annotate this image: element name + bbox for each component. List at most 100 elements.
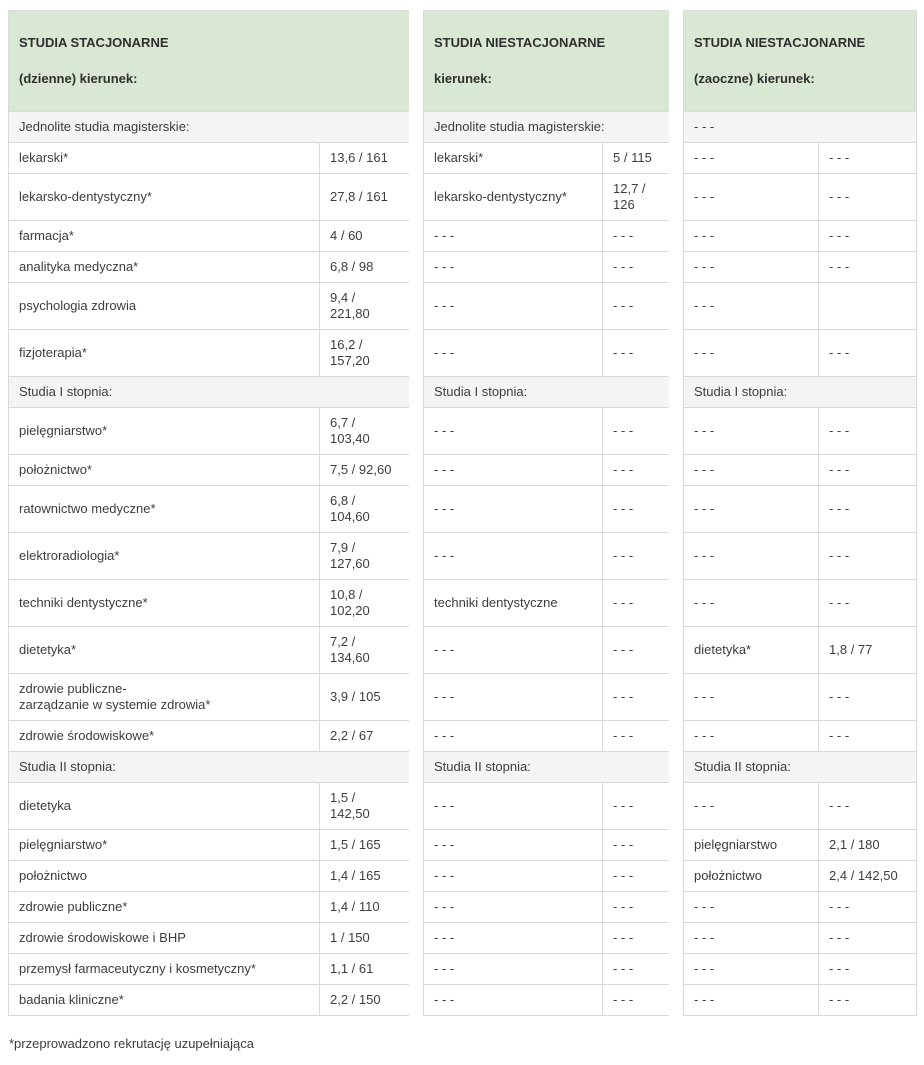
program-name-cell: - - - (683, 891, 819, 923)
result-cell: - - - (818, 173, 918, 221)
table-row: przemysł farmaceutyczny i kosmetyczny* 1,… (8, 953, 918, 985)
header-line: STUDIA NIESTACJONARNE (694, 35, 866, 50)
program-name-cell: - - - (683, 142, 819, 174)
column-spacer (668, 485, 684, 533)
table-row: zdrowie publiczne- zarządzanie w systemi… (8, 673, 918, 721)
result-cell: - - - (602, 532, 669, 580)
program-name-cell: fizjoterapia* (8, 329, 320, 377)
table-row: ratownictwo medyczne* 6,8 / 104,60- - -- … (8, 485, 918, 533)
program-name-cell: pielęgniarstwo (683, 829, 819, 861)
column-spacer (668, 111, 684, 143)
result-cell: - - - (818, 891, 918, 923)
column-spacer (668, 673, 684, 721)
column-spacer (408, 673, 424, 721)
result-cell: 5 / 115 (602, 142, 669, 174)
column-spacer (408, 953, 424, 985)
result-cell: 1,4 / 165 (318, 860, 409, 892)
program-name-cell: lekarski* (423, 142, 603, 174)
column-spacer (408, 485, 424, 533)
result-cell: - - - (818, 673, 918, 721)
program-name-cell: zdrowie środowiskowe* (8, 720, 320, 752)
program-name-cell: - - - (683, 532, 819, 580)
table-body: Jednolite studia magisterskie: Jednolite … (7, 111, 918, 1016)
result-cell: 6,7 / 103,40 (318, 407, 409, 455)
program-name-cell: - - - (423, 220, 603, 252)
program-name-cell: analityka medyczna* (8, 251, 320, 283)
program-name-cell: - - - (423, 329, 603, 377)
column-spacer (668, 829, 684, 861)
section-row: Jednolite studia magisterskie: Jednolite … (7, 111, 918, 143)
program-name-cell: - - - (683, 984, 819, 1016)
section-title-cell: Studia II stopnia: (7, 751, 409, 783)
table-row: dietetyka 1,5 / 142,50- - -- - -- - -- - … (8, 782, 918, 830)
program-name-cell: lekarski* (8, 142, 320, 174)
program-name-cell: farmacja* (8, 220, 320, 252)
header-studia-stacjonarne: STUDIA STACJONARNE (dzienne) kierunek: (7, 10, 409, 112)
footnote: *przeprowadzono rekrutację uzupełniająca (9, 1036, 254, 1051)
program-name-cell: zdrowie publiczne- zarządzanie w systemi… (8, 673, 320, 721)
section-title-cell: Studia I stopnia: (7, 376, 409, 408)
program-name-cell: psychologia zdrowia (8, 282, 320, 330)
table-row: zdrowie publiczne* 1,4 / 110- - -- - -- -… (8, 891, 918, 923)
table-row: analityka medyczna* 6,8 / 98- - -- - -- -… (8, 251, 918, 283)
result-cell: 7,9 / 127,60 (318, 532, 409, 580)
section-row: Studia I stopnia: Studia I stopnia: Studia… (7, 376, 918, 408)
result-cell: 1 / 150 (318, 922, 409, 954)
table-row: pielęgniarstwo* 1,5 / 165 - - -- - - pielęg… (8, 829, 918, 861)
program-name-cell: - - - (683, 407, 819, 455)
result-cell: - - - (818, 579, 918, 627)
program-name-cell: położnictwo (8, 860, 320, 892)
program-name-cell: położnictwo* (8, 454, 320, 486)
header-line: STUDIA NIESTACJONARNE (434, 35, 606, 50)
program-name-cell: - - - (683, 579, 819, 627)
result-cell: 2,2 / 67 (318, 720, 409, 752)
result-cell: 12,7 / 126 (602, 173, 669, 221)
table-row: elektroradiologia* 7,9 / 127,60- - -- - -… (8, 532, 918, 580)
column-spacer (408, 579, 424, 627)
result-cell: 16,2 / 157,20 (318, 329, 409, 377)
column-spacer (668, 953, 684, 985)
section-title-cell: Jednolite studia magisterskie: (7, 111, 409, 143)
program-name-cell: - - - (683, 220, 819, 252)
result-cell: - - - (602, 860, 669, 892)
result-cell: - - - (818, 407, 918, 455)
column-spacer (408, 860, 424, 892)
column-spacer (408, 10, 424, 112)
program-name-cell: dietetyka* (683, 626, 819, 674)
program-name-cell: ratownictwo medyczne* (8, 485, 320, 533)
result-cell: - - - (818, 720, 918, 752)
column-spacer (668, 251, 684, 283)
section-title-cell: Studia I stopnia: (683, 376, 918, 408)
program-name-cell: techniki dentystyczne (423, 579, 603, 627)
program-name-cell: - - - (423, 485, 603, 533)
result-cell: 6,8 / 104,60 (318, 485, 409, 533)
result-cell: - - - (602, 953, 669, 985)
column-spacer (668, 626, 684, 674)
program-name-cell: - - - (423, 922, 603, 954)
column-spacer (668, 860, 684, 892)
program-name-cell: - - - (683, 720, 819, 752)
program-name-cell: - - - (683, 782, 819, 830)
program-name-cell: zdrowie środowiskowe i BHP (8, 922, 320, 954)
program-name-cell: - - - (683, 329, 819, 377)
program-name-cell: dietetyka* (8, 626, 320, 674)
result-cell: - - - (818, 984, 918, 1016)
column-spacer (668, 751, 684, 783)
result-cell: - - - (818, 953, 918, 985)
program-name-cell: - - - (423, 782, 603, 830)
program-name-cell: - - - (423, 673, 603, 721)
result-cell: - - - (818, 782, 918, 830)
result-cell: 9,4 / 221,80 (318, 282, 409, 330)
table-row: fizjoterapia* 16,2 / 157,20- - -- - -- - … (8, 329, 918, 377)
header-studia-niestacjonarne: STUDIA NIESTACJONARNE kierunek: (423, 10, 669, 112)
program-name-cell: pielęgniarstwo* (8, 829, 320, 861)
column-spacer (668, 891, 684, 923)
column-spacer (408, 376, 424, 408)
section-title-cell: Studia I stopnia: (423, 376, 669, 408)
program-name-cell: - - - (423, 720, 603, 752)
result-cell: - - - (818, 251, 918, 283)
program-name-cell: - - - (683, 922, 819, 954)
table-row: lekarski* 13,6 / 161 lekarski* 5 / 115- - -… (8, 142, 918, 174)
header-line: kierunek: (434, 71, 492, 86)
program-name-cell: - - - (683, 251, 819, 283)
